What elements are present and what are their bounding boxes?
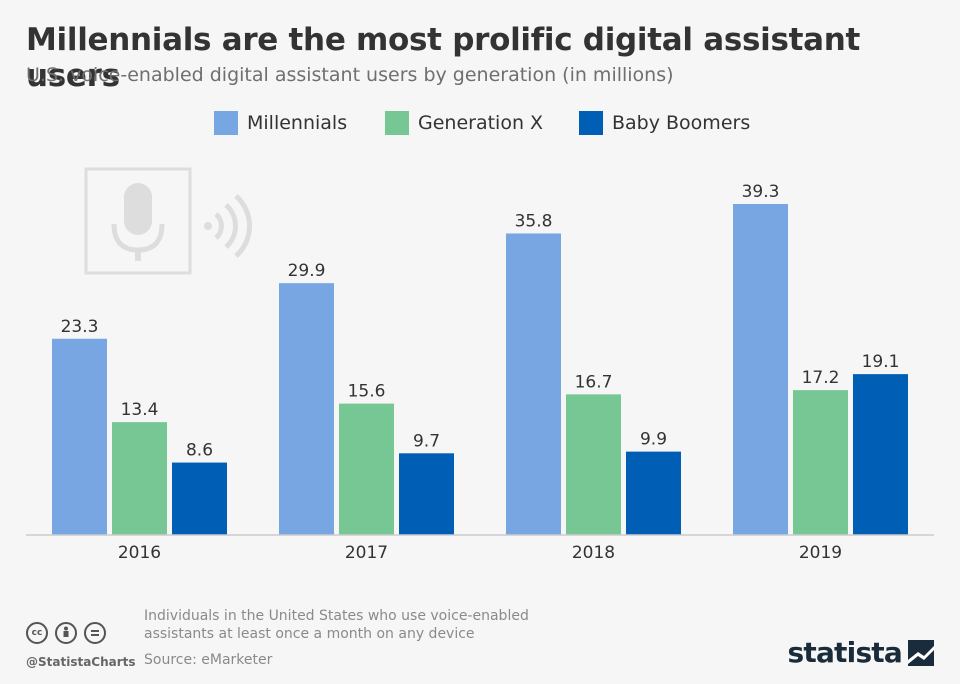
legend-label-baby-boomers: Baby Boomers [612, 112, 751, 134]
statista-logo-icon [908, 639, 934, 666]
source-note: Source: eMarketer [144, 652, 273, 668]
chart-title: Millennials are the most prolific digita… [26, 22, 861, 94]
chart-subtitle: U.S. voice-enabled digital assistant use… [26, 64, 674, 86]
legend-swatch-generation-x [385, 111, 409, 135]
brand-name: statista [787, 636, 903, 669]
data-label-2019-generation-x: 17.2 [802, 368, 840, 388]
data-label-2016-baby-boomers: 8.6 [186, 441, 213, 461]
legend-item-baby-boomers: Baby Boomers [579, 110, 750, 136]
data-label-2017-baby-boomers: 9.7 [413, 431, 440, 451]
sound-waves-icon [204, 194, 252, 258]
x-tick-label-2018: 2018 [572, 543, 615, 563]
footnote: Individuals in the United States who use… [144, 608, 529, 642]
data-label-2017-generation-x: 15.6 [348, 382, 386, 402]
cc-icon: cc [26, 622, 48, 644]
twitter-handle[interactable]: @StatistaCharts [26, 655, 136, 669]
data-label-2017-millennials: 29.9 [288, 261, 326, 281]
data-label-2018-millennials: 35.8 [515, 211, 553, 231]
bar-2017-generation-x [339, 403, 394, 535]
bar-2018-millennials [506, 233, 561, 535]
bar-chart: 23.3 13.4 8.6 2016 29.9 15.6 9.7 2017 35.8 16.7 9.… [26, 167, 934, 563]
legend-swatch-baby-boomers [579, 111, 603, 135]
bar-2019-generation-x [793, 390, 848, 535]
bar-2019-millennials [733, 204, 788, 535]
legend-label-generation-x: Generation X [418, 112, 544, 134]
x-tick-label-2017: 2017 [345, 543, 388, 563]
x-tick-label-2019: 2019 [799, 543, 842, 563]
bar-2017-millennials [279, 283, 334, 535]
legend-label-millennials: Millennials [247, 112, 348, 134]
bar-2018-generation-x [566, 394, 621, 535]
bar-2019-baby-boomers [853, 374, 908, 535]
microphone-icon [84, 167, 192, 275]
data-label-2018-baby-boomers: 9.9 [640, 430, 667, 450]
license-icons: cc [26, 622, 113, 644]
data-label-2016-generation-x: 13.4 [121, 400, 159, 420]
attribution-icon [55, 622, 77, 644]
bar-2016-baby-boomers [172, 462, 227, 535]
statista-logo[interactable]: statista [788, 636, 934, 669]
x-tick-label-2016: 2016 [118, 543, 161, 563]
bar-2016-millennials [52, 338, 107, 535]
bar-2016-generation-x [112, 422, 167, 535]
data-label-2019-millennials: 39.3 [742, 182, 780, 202]
legend-item-generation-x: Generation X [385, 110, 543, 136]
bar-2017-baby-boomers [399, 453, 454, 535]
data-label-2019-baby-boomers: 19.1 [862, 352, 900, 372]
legend-item-millennials: Millennials [214, 110, 347, 136]
data-label-2018-generation-x: 16.7 [575, 372, 613, 392]
legend-swatch-millennials [214, 111, 238, 135]
bar-2018-baby-boomers [626, 451, 681, 535]
no-derivatives-icon [84, 622, 106, 644]
data-label-2016-millennials: 23.3 [61, 317, 99, 337]
